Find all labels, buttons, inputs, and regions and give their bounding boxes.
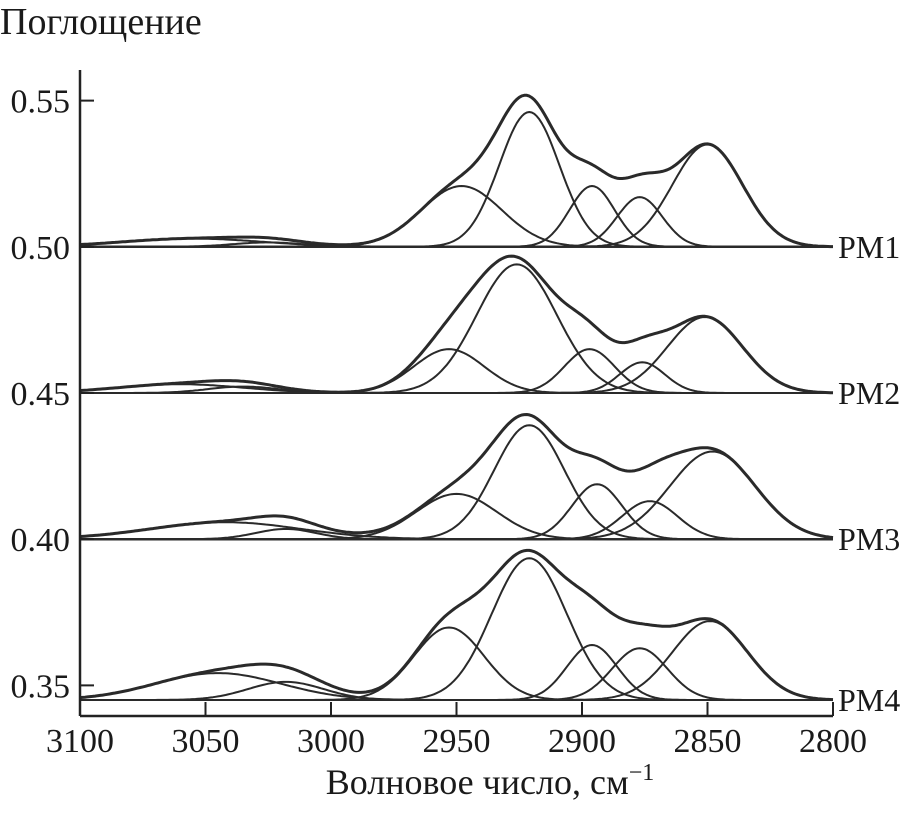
x-tick-label-5: 2900: [548, 723, 616, 760]
x-tick-label-2: 3050: [172, 723, 240, 760]
series-label-4: PM4: [838, 682, 900, 718]
series-2-envelope: [79, 254, 834, 395]
x-tick-label-4: 2950: [423, 723, 491, 760]
series-3-component-5: [80, 483, 833, 541]
y-axis-label: Поглощение: [0, 1, 202, 43]
x-axis-label-text: Волновое число, см: [326, 762, 629, 802]
x-axis-label: Волновое число, см−1: [326, 760, 655, 802]
x-tick-label-3: 3000: [297, 723, 365, 760]
y-tick-label-4: 0.50: [11, 230, 71, 267]
series-4-component-3: [80, 626, 833, 701]
series-4-envelope: [79, 548, 834, 702]
series-labels-layer: PM1 PM2 PM3 PM4: [838, 229, 900, 718]
y-tick-label-5: 0.55: [11, 84, 71, 121]
x-axis-label-superscript: −1: [629, 760, 655, 786]
x-tick-label-1: 3100: [46, 723, 114, 760]
series-2-component-3: [80, 348, 833, 394]
series-2-component-5: [80, 348, 833, 394]
series-3-component-6: [80, 500, 833, 541]
series-label-1: PM1: [838, 229, 900, 265]
axes-layer: 0.35 0.40 0.45 0.50 0.55 3100 3050 3000 2950 2900…: [11, 70, 867, 760]
curves-layer: [79, 93, 834, 702]
x-tick-label-6: 2850: [674, 723, 742, 760]
series-label-2: PM2: [838, 375, 900, 411]
series-label-3: PM3: [838, 521, 900, 557]
series-2-component-6: [80, 361, 833, 394]
y-tick-label-1: 0.35: [11, 668, 71, 705]
series-2-component-4: [80, 263, 833, 394]
y-tick-label-3: 0.45: [11, 376, 71, 413]
series-1-envelope: [79, 93, 833, 249]
series-3-envelope: [79, 413, 834, 540]
series-3-component-3: [80, 492, 833, 541]
y-tick-label-2: 0.40: [11, 522, 71, 559]
series-1-component-7: [80, 143, 833, 248]
x-tick-label-7: 2800: [799, 723, 867, 760]
series-4-component-7: [80, 620, 834, 701]
series-4-component-5: [80, 644, 833, 701]
series-4-component-2: [80, 680, 833, 701]
